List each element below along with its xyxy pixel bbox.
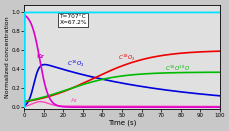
X-axis label: Time (s): Time (s) <box>107 120 136 126</box>
Text: T=707°C
X=67.2%: T=707°C X=67.2% <box>59 14 87 25</box>
Y-axis label: Normalized concentration: Normalized concentration <box>5 16 10 98</box>
Text: Ar: Ar <box>71 98 78 103</box>
Text: $C^{16}O^{18}O$: $C^{16}O^{18}O$ <box>164 64 189 73</box>
Text: $C^{18}O_2$: $C^{18}O_2$ <box>118 53 135 63</box>
Text: Kr: Kr <box>36 54 44 59</box>
Text: $C^{16}O_2$: $C^{16}O_2$ <box>67 58 85 69</box>
